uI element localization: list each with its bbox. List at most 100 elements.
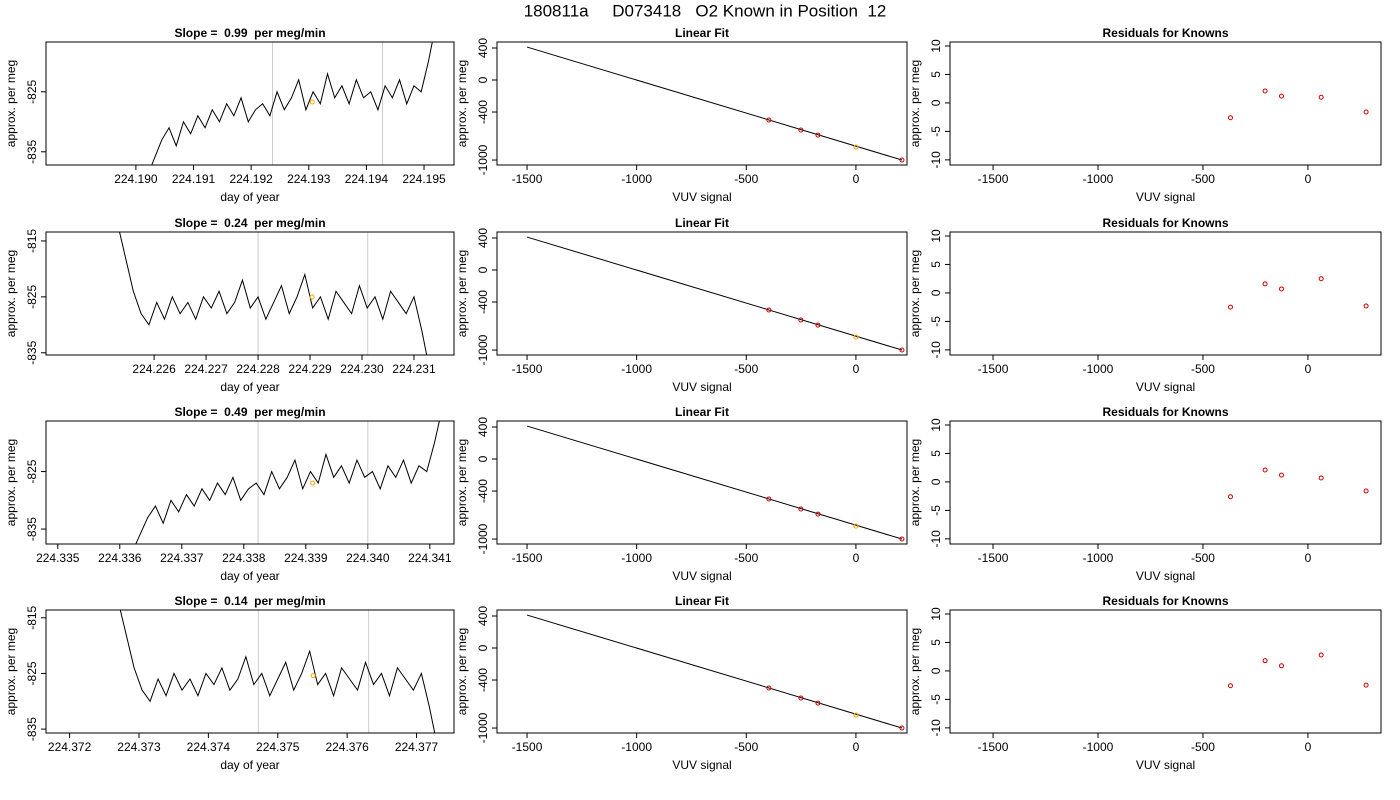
y-tick-label: 0 bbox=[476, 455, 490, 462]
point bbox=[815, 322, 821, 328]
y-axis-label: approx. per meg bbox=[908, 628, 922, 715]
plot-area bbox=[151, 42, 433, 165]
x-tick-label: -1500 bbox=[512, 362, 543, 376]
plot-area bbox=[119, 610, 436, 733]
y-tick-label: 10 bbox=[929, 607, 943, 621]
y-tick-label: -400 bbox=[476, 668, 490, 692]
x-tick-label: -500 bbox=[734, 740, 758, 754]
point bbox=[1262, 658, 1268, 664]
x-tick-label: 224.376 bbox=[325, 740, 369, 754]
point bbox=[853, 712, 859, 718]
y-tick-label: -815 bbox=[25, 229, 39, 253]
x-tick-label: 0 bbox=[853, 362, 860, 376]
x-axis-label: VUV signal bbox=[672, 380, 731, 394]
x-tick-label: -1000 bbox=[1083, 740, 1114, 754]
point bbox=[1278, 472, 1284, 478]
x-tick-label: -1000 bbox=[1083, 551, 1114, 565]
x-tick-label: 224.337 bbox=[160, 551, 204, 565]
data-line bbox=[119, 610, 436, 733]
plot-frame bbox=[496, 41, 908, 166]
x-axis-label: day of year bbox=[220, 758, 279, 772]
plot-frame bbox=[949, 420, 1382, 545]
x-axis-label: VUV signal bbox=[1136, 190, 1195, 204]
x-axis-label: VUV signal bbox=[672, 569, 731, 583]
x-axis-label: VUV signal bbox=[672, 190, 731, 204]
y-tick-label: -815 bbox=[25, 605, 39, 629]
y-tick-label: 5 bbox=[929, 639, 943, 646]
panel-title: Slope = 0.14 per meg/min bbox=[174, 594, 325, 608]
panel-title: Slope = 0.49 per meg/min bbox=[174, 405, 325, 419]
x-tick-label: 224.336 bbox=[98, 551, 142, 565]
point bbox=[766, 496, 772, 502]
x-axis-label: day of year bbox=[220, 569, 279, 583]
panel-title: Residuals for Knowns bbox=[1102, 594, 1228, 608]
x-tick-label: 0 bbox=[1305, 551, 1312, 565]
y-tick-label: -1000 bbox=[476, 144, 490, 175]
x-tick-label: 224.335 bbox=[36, 551, 80, 565]
point bbox=[853, 334, 859, 340]
x-tick-label: 224.339 bbox=[284, 551, 328, 565]
point bbox=[1262, 88, 1268, 94]
y-tick-label: 400 bbox=[476, 417, 490, 437]
y-tick-label: -400 bbox=[476, 100, 490, 124]
point bbox=[853, 144, 859, 150]
x-tick-label: 224.194 bbox=[345, 172, 389, 186]
y-tick-label: -5 bbox=[929, 694, 943, 705]
data-line bbox=[151, 42, 433, 165]
y-tick-label: -5 bbox=[929, 126, 943, 137]
x-tick-label: 224.340 bbox=[346, 551, 390, 565]
plot-area bbox=[119, 232, 428, 355]
highlight-point bbox=[309, 99, 315, 105]
plot-frame bbox=[496, 420, 908, 545]
y-tick-label: -10 bbox=[929, 719, 943, 737]
point bbox=[1262, 281, 1268, 287]
y-tick-label: 0 bbox=[929, 478, 943, 485]
panel-title: Linear Fit bbox=[675, 405, 729, 419]
x-axis-label: VUV signal bbox=[1136, 380, 1195, 394]
panel-title: Slope = 0.24 per meg/min bbox=[174, 216, 325, 230]
panel-title: Residuals for Knowns bbox=[1102, 405, 1228, 419]
y-tick-label: -5 bbox=[929, 316, 943, 327]
plot-area bbox=[1227, 88, 1369, 121]
plot-frame bbox=[45, 231, 455, 356]
y-tick-label: -1000 bbox=[476, 712, 490, 743]
y-tick-label: 5 bbox=[929, 71, 943, 78]
point bbox=[899, 536, 905, 542]
plot-frame bbox=[496, 231, 908, 356]
panel-title: Linear Fit bbox=[675, 26, 729, 40]
y-tick-label: 10 bbox=[929, 418, 943, 432]
x-tick-label: 0 bbox=[853, 740, 860, 754]
x-tick-label: -1500 bbox=[978, 172, 1009, 186]
x-tick-label: -500 bbox=[1191, 740, 1215, 754]
y-tick-label: -835 bbox=[25, 517, 39, 541]
y-axis-label: approx. per meg bbox=[455, 628, 469, 715]
y-axis-label: approx. per meg bbox=[455, 439, 469, 526]
point bbox=[1363, 488, 1369, 494]
plot-frame bbox=[949, 41, 1382, 166]
plot-area bbox=[526, 46, 905, 163]
y-axis-label: approx. per meg bbox=[455, 250, 469, 337]
x-tick-label: 224.192 bbox=[229, 172, 273, 186]
x-tick-label: 224.195 bbox=[402, 172, 446, 186]
x-tick-label: 0 bbox=[853, 172, 860, 186]
point bbox=[1227, 683, 1233, 689]
x-tick-label: -1500 bbox=[512, 551, 543, 565]
point bbox=[1278, 663, 1284, 669]
point bbox=[1363, 109, 1369, 115]
x-tick-label: -500 bbox=[1191, 362, 1215, 376]
x-tick-label: -1500 bbox=[512, 172, 543, 186]
x-axis-label: day of year bbox=[220, 380, 279, 394]
plot-frame bbox=[949, 231, 1382, 356]
point bbox=[798, 127, 804, 133]
y-tick-label: -1000 bbox=[476, 523, 490, 554]
y-tick-label: 0 bbox=[476, 266, 490, 273]
plot-frame bbox=[45, 41, 455, 166]
x-tick-label: -1000 bbox=[621, 362, 652, 376]
point bbox=[1262, 467, 1268, 473]
y-axis-label: approx. per meg bbox=[4, 250, 18, 337]
x-tick-label: 224.229 bbox=[288, 362, 332, 376]
x-tick-label: 0 bbox=[1305, 362, 1312, 376]
y-tick-label: 5 bbox=[929, 450, 943, 457]
y-axis-label: approx. per meg bbox=[908, 60, 922, 147]
point bbox=[798, 506, 804, 512]
